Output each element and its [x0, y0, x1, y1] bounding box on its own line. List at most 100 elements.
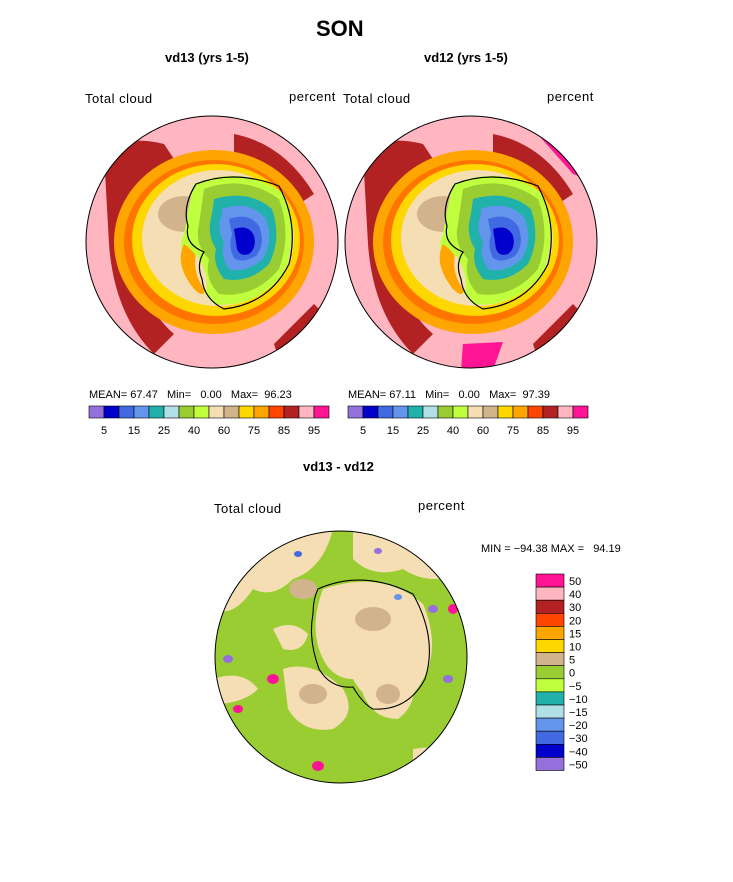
- diff-minmax: MIN = −94.38 MAX = 94.19: [481, 543, 621, 555]
- panel1-colorbar-swatch: [298, 405, 315, 419]
- diff-colorbar-tick-label: 30: [569, 602, 581, 614]
- panel1-colorbar-swatch: [88, 405, 105, 419]
- panel1-colorbar-swatch: [223, 405, 240, 419]
- panel1-colorbar-tick-label: 15: [128, 425, 140, 437]
- diff-title: vd13 - vd12: [303, 459, 374, 474]
- panel1-polar-map: [85, 115, 339, 369]
- diff-colorbar-swatch: [535, 626, 565, 640]
- diff-colorbar-tick-label: 5: [569, 655, 575, 667]
- main-title: SON: [316, 16, 364, 41]
- panel2-colorbar-swatch: [422, 405, 439, 419]
- panel2-colorbar-swatch: [512, 405, 529, 419]
- panel2-colorbar-swatch: [347, 405, 364, 419]
- panel1-colorbar-swatch: [208, 405, 225, 419]
- diff-colorbar-tick-label: −5: [569, 681, 582, 693]
- diff-colorbar-swatch: [535, 757, 565, 771]
- panel2-colorbar-swatch: [482, 405, 499, 419]
- panel2-colorbar-tick-label: 85: [537, 425, 549, 437]
- panel2-colorbar-swatch: [377, 405, 394, 419]
- diff-colorbar-tick-label: 15: [569, 628, 581, 640]
- panel2-colorbar-swatch: [452, 405, 469, 419]
- diff-colorbar-swatch: [535, 717, 565, 732]
- diff-colorbar-tick-label: 20: [569, 615, 581, 627]
- panel1-colorbar-swatch: [268, 405, 285, 419]
- diff-colorbar-tick-label: −15: [569, 707, 588, 719]
- diff-colorbar-tick-label: 0: [569, 668, 575, 680]
- panel2-colorbar-swatch: [392, 405, 409, 419]
- panel1-colorbar-swatch: [148, 405, 165, 419]
- panel2-colorbar-tick-label: 75: [507, 425, 519, 437]
- panel1-colorbar-swatch: [253, 405, 270, 419]
- panel1-title: vd13 (yrs 1-5): [165, 50, 249, 65]
- diff-colorbar-tick-label: 40: [569, 589, 581, 601]
- diff-colorbar-swatch: [535, 599, 565, 614]
- panel1-colorbar-tick-label: 60: [218, 425, 230, 437]
- diff-colorbar-swatch: [535, 744, 565, 758]
- diff-colorbar-tick-label: −30: [569, 733, 588, 745]
- diff-colorbar-swatch: [535, 612, 565, 627]
- panel2-min: 0.00: [458, 389, 480, 401]
- panel2-colorbar-swatch: [527, 405, 544, 419]
- diff-polar-map: [214, 530, 468, 784]
- diff-colorbar-tick-label: −10: [569, 694, 588, 706]
- diff-colorbar-swatch: [535, 678, 565, 693]
- diff-variable-label: Total cloud: [214, 501, 282, 516]
- panel2-colorbar-tick-label: 40: [447, 425, 459, 437]
- diff-colorbar-swatch: [535, 691, 565, 706]
- panel2-colorbar-swatch: [407, 405, 424, 419]
- panel1-min: 0.00: [200, 389, 222, 401]
- panel1-variable-label: Total cloud: [85, 91, 153, 106]
- panel2-colorbar-tick-label: 95: [567, 425, 579, 437]
- diff-colorbar-swatch: [535, 665, 565, 680]
- diff-colorbar-swatch: [535, 704, 565, 719]
- panel1-mean: 67.47: [130, 389, 158, 401]
- panel2-variable-label: Total cloud: [343, 91, 411, 106]
- panel1-colorbar-swatch: [163, 405, 180, 419]
- panel2-units-label: percent: [547, 89, 594, 104]
- panel1-colorbar-tick-label: 75: [248, 425, 260, 437]
- diff-colorbar-swatch: [535, 730, 565, 745]
- panel2-colorbar-swatch: [362, 405, 379, 419]
- diff-colorbar-tick-label: −40: [569, 746, 588, 758]
- diff-colorbar-swatch: [535, 639, 565, 653]
- panel2-mean: 67.11: [389, 389, 416, 401]
- panel1-colorbar-tick-label: 95: [308, 425, 320, 437]
- diff-colorbar-swatch: [535, 652, 565, 666]
- panel1-colorbar-tick-label: 25: [158, 425, 170, 437]
- panel1-stats: MEAN= 67.47 Min= 0.00 Max= 96.23: [89, 389, 292, 401]
- panel2-max: 97.39: [522, 389, 550, 401]
- panel2-colorbar-swatch: [557, 405, 574, 419]
- diff-colorbar-swatch: [535, 573, 565, 588]
- panel1-colorbar-swatch: [118, 405, 135, 419]
- panel1-colorbar: 5 15 25 40 60 75 85 95: [88, 405, 330, 437]
- panel2-colorbar-tick-label: 60: [477, 425, 489, 437]
- diff-colorbar-tick-label: −20: [569, 720, 588, 732]
- panel1-colorbar-tick-label: 5: [101, 425, 107, 437]
- panel2-colorbar: 5 15 25 40 60 75 85 95: [347, 405, 589, 437]
- panel2-colorbar-tick-label: 15: [387, 425, 399, 437]
- panel2-colorbar-swatch: [467, 405, 484, 419]
- panel2-colorbar-swatch: [572, 405, 589, 419]
- panel2-colorbar-tick-label: 25: [417, 425, 429, 437]
- panel2-polar-map: [344, 115, 598, 369]
- panel2-colorbar-tick-label: 5: [360, 425, 366, 437]
- panel2-stats: MEAN= 67.11 Min= 0.00 Max= 97.39: [348, 389, 550, 401]
- diff-colorbar-tick-label: 50: [569, 576, 581, 588]
- panel2-colorbar-swatch: [497, 405, 514, 419]
- panel1-colorbar-swatch: [178, 405, 195, 419]
- panel1-colorbar-tick-label: 40: [188, 425, 200, 437]
- panel2-title: vd12 (yrs 1-5): [424, 50, 508, 65]
- panel1-colorbar-swatch: [133, 405, 150, 419]
- panel1-colorbar-swatch: [313, 405, 330, 419]
- panel2-colorbar-swatch: [542, 405, 559, 419]
- panel1-max: 96.23: [264, 389, 292, 401]
- panel1-colorbar-swatch: [193, 405, 210, 419]
- diff-colorbar-tick-label: −50: [569, 759, 588, 771]
- diff-units-label: percent: [418, 498, 465, 513]
- panel1-colorbar-tick-label: 85: [278, 425, 290, 437]
- panel1-colorbar-swatch: [283, 405, 300, 419]
- diff-colorbar-swatch: [535, 586, 565, 601]
- panel1-colorbar-swatch: [238, 405, 255, 419]
- panel1-units-label: percent: [289, 89, 336, 104]
